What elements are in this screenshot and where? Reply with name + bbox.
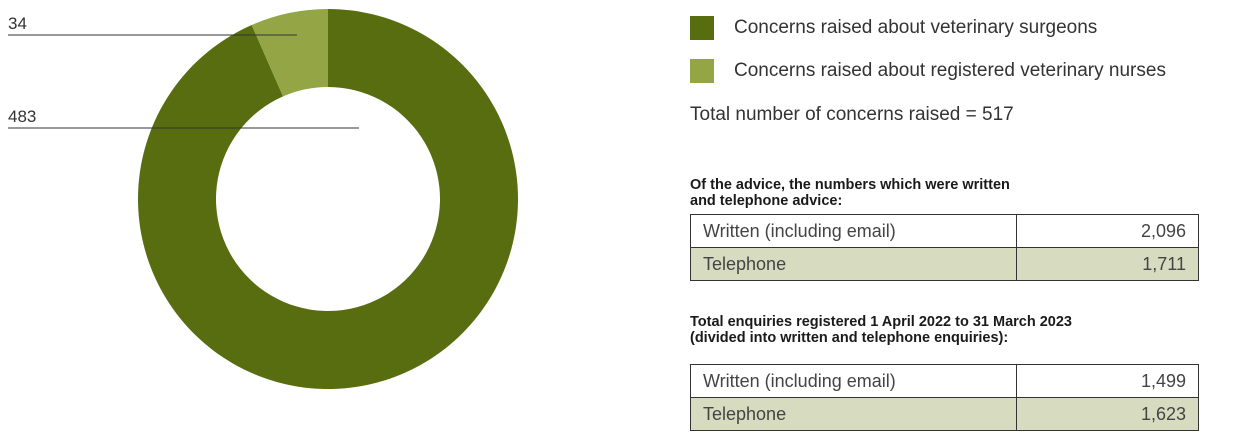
advice-table: Written (including email) 2,096 Telephon… <box>690 214 1199 281</box>
enquiries-telephone-value: 1,623 <box>1016 397 1199 431</box>
advice-written-label: Written (including email) <box>690 214 1017 248</box>
enquiries-heading: Total enquiries registered 1 April 2022 … <box>690 314 1210 346</box>
advice-telephone-label: Telephone <box>690 247 1017 281</box>
table-row: Written (including email) 1,499 <box>690 364 1199 398</box>
legend-item-nurses: Concerns raised about registered veterin… <box>690 53 1166 89</box>
data-label-surgeons: 483 <box>8 107 36 126</box>
enquiries-written-value: 1,499 <box>1016 364 1199 398</box>
chart-legend: Concerns raised about veterinary surgeon… <box>690 10 1166 96</box>
table-row: Telephone 1,711 <box>690 247 1199 281</box>
enquiries-heading-line2: (divided into written and telephone enqu… <box>690 330 1009 346</box>
slice-veterinary-surgeons <box>137 9 518 389</box>
legend-label-surgeons: Concerns raised about veterinary surgeon… <box>734 17 1098 38</box>
legend-label-nurses: Concerns raised about registered veterin… <box>734 60 1166 81</box>
table-row: Written (including email) 2,096 <box>690 214 1199 248</box>
donut-chart: 483 34 <box>8 8 518 389</box>
legend-item-surgeons: Concerns raised about veterinary surgeon… <box>690 10 1166 46</box>
enquiries-table: Written (including email) 1,499 Telephon… <box>690 364 1199 431</box>
advice-heading-line2: and telephone advice: <box>690 193 843 209</box>
slice-veterinary-nurses <box>251 8 328 97</box>
data-label-nurses: 34 <box>8 14 27 33</box>
advice-telephone-value: 1,711 <box>1016 247 1199 281</box>
enquiries-written-label: Written (including email) <box>690 364 1017 398</box>
table-row: Telephone 1,623 <box>690 397 1199 431</box>
legend-swatch-nurses <box>690 59 714 83</box>
advice-heading: Of the advice, the numbers which were wr… <box>690 177 1210 209</box>
total-concerns-text: Total number of concerns raised = 517 <box>690 104 1014 125</box>
advice-written-value: 2,096 <box>1016 214 1199 248</box>
enquiries-telephone-label: Telephone <box>690 397 1017 431</box>
legend-swatch-surgeons <box>690 16 714 40</box>
advice-heading-line1: Of the advice, the numbers which were wr… <box>690 177 1010 193</box>
enquiries-heading-line1: Total enquiries registered 1 April 2022 … <box>690 314 1072 330</box>
